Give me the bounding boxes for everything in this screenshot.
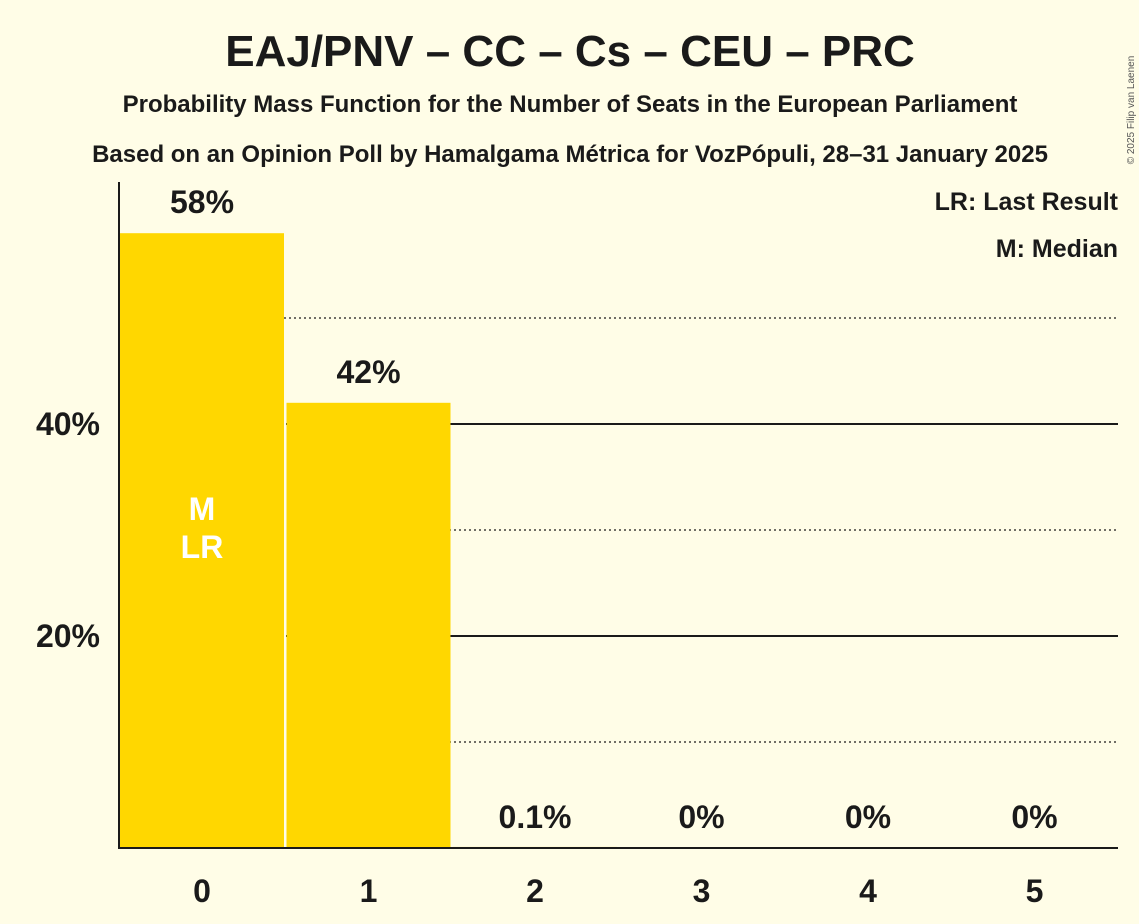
bar-1 [286,402,451,848]
x-tick-label-0: 0 [193,873,211,909]
x-tick-label-2: 2 [526,873,544,909]
x-tick-label-5: 5 [1026,873,1044,909]
data-label-4: 0% [845,799,891,835]
copyright-notice: © 2025 Filip van Laenen [1126,56,1137,165]
bar-0 [120,233,284,848]
legend-median: M: Median [996,235,1118,263]
data-label-0: 58% [170,184,234,220]
bar-marker-lr: LR [181,529,224,565]
x-tick-label-3: 3 [693,873,711,909]
data-label-3: 0% [678,799,724,835]
x-tick-label-4: 4 [859,873,877,909]
y-tick-label: 20% [36,618,100,654]
x-tick-label-1: 1 [360,873,378,909]
data-label-5: 0% [1011,799,1057,835]
bars [120,233,617,848]
data-label-2: 0.1% [499,799,572,835]
chart-title: EAJ/PNV – CC – Cs – CEU – PRC [225,27,915,76]
bar-marker-m: M [189,491,216,527]
chart-subtitle: Probability Mass Function for the Number… [123,91,1018,118]
y-tick-label: 40% [36,406,100,442]
chart-source: Based on an Opinion Poll by Hamalgama Mé… [92,141,1048,168]
legend-last-result: LR: Last Result [935,188,1119,216]
data-label-1: 42% [336,354,400,390]
